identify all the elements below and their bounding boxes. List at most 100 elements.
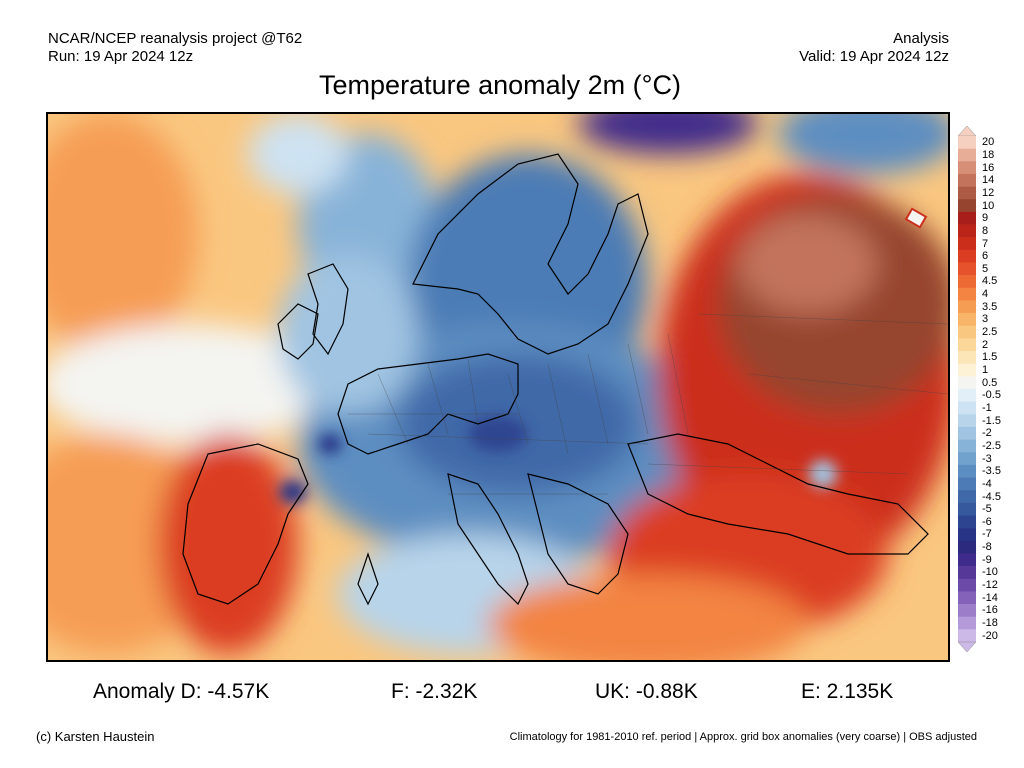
colorbar-label: -16 bbox=[982, 604, 998, 617]
colorbar-label: 2.5 bbox=[982, 326, 998, 339]
colorbar-label: 14 bbox=[982, 174, 995, 187]
colorbar-label: 1.5 bbox=[982, 351, 998, 364]
colorbar-swatch bbox=[958, 211, 976, 225]
colorbar-label: 6 bbox=[982, 250, 989, 263]
anomaly-france: F: -2.32K bbox=[391, 680, 478, 703]
colorbar-label: 3.5 bbox=[982, 300, 998, 313]
colorbar-label: -3.5 bbox=[982, 465, 1001, 478]
colorbar-swatch bbox=[958, 490, 976, 504]
colorbar: 20 18 16 14 12 10 9 8 7 6 5 4.5 4 3.5 3 2.5 2 1.5 1 0.5 -0.5… bbox=[958, 126, 1024, 652]
colorbar-swatch bbox=[958, 199, 976, 213]
anomaly-germany: Anomaly D: -4.57K bbox=[93, 680, 270, 703]
colorbar-label: 10 bbox=[982, 199, 995, 212]
colorbar-swatch bbox=[958, 426, 976, 440]
colorbar-swatch bbox=[958, 604, 976, 617]
colorbar-swatch bbox=[958, 313, 976, 327]
colorbar-label: 8 bbox=[982, 224, 989, 237]
colorbar-label: -4.5 bbox=[982, 490, 1001, 503]
colorbar-label: -5 bbox=[982, 503, 992, 516]
anomaly-summary: Anomaly D: -4.57K F: -2.32K UK: -0.88K E… bbox=[0, 680, 1024, 708]
colorbar-swatch bbox=[958, 452, 976, 466]
colorbar-swatch bbox=[958, 275, 976, 289]
border-lines bbox=[348, 313, 948, 495]
france-cold-spot bbox=[318, 434, 342, 454]
colorbar-label: -20 bbox=[982, 629, 998, 642]
colorbar-swatch bbox=[958, 237, 976, 251]
anomaly-spain: E: 2.135K bbox=[801, 680, 894, 703]
colorbar-swatch bbox=[958, 578, 976, 592]
colorbar-label: -4 bbox=[982, 477, 992, 490]
colorbar-swatch bbox=[958, 300, 976, 314]
mediterranean-orange bbox=[488, 574, 808, 660]
colorbar-label: -12 bbox=[982, 579, 998, 592]
alps-cold-spot bbox=[468, 416, 528, 452]
colorbar-label: -2 bbox=[982, 427, 992, 440]
valid-label: Valid: 19 Apr 2024 12z bbox=[799, 48, 949, 65]
colorbar-label: 4 bbox=[982, 288, 989, 301]
colorbar-label: -0.5 bbox=[982, 389, 1001, 402]
northeast-cold bbox=[778, 114, 948, 174]
colorbar-swatch bbox=[958, 591, 976, 605]
run-info: NCAR/NCEP reanalysis project @T62 Run: 1… bbox=[48, 30, 302, 66]
colorbar-bottom-arrow bbox=[958, 641, 977, 652]
colorbar-label: 16 bbox=[982, 161, 995, 174]
colorbar-swatch bbox=[958, 439, 976, 453]
caucasus-cold-spot bbox=[809, 460, 837, 488]
colorbar-swatch bbox=[958, 363, 976, 377]
run-label: Run: 19 Apr 2024 12z bbox=[48, 48, 194, 65]
colorbar-label: -1 bbox=[982, 401, 992, 414]
map-title: Temperature anomaly 2m (°C) bbox=[319, 70, 681, 100]
colorbar-swatch bbox=[958, 477, 976, 491]
atlantic-white-band bbox=[48, 324, 338, 444]
east-light-brown bbox=[738, 214, 878, 314]
colorbar-label: 4.5 bbox=[982, 275, 998, 288]
temperature-anomaly-map bbox=[48, 114, 948, 660]
colorbar-label: 9 bbox=[982, 212, 989, 225]
colorbar-label: 20 bbox=[982, 136, 995, 149]
colorbar-swatch bbox=[958, 540, 976, 554]
colorbar-label: 2 bbox=[982, 338, 989, 351]
colorbar-swatch bbox=[958, 186, 976, 200]
colorbar-swatch bbox=[958, 249, 976, 263]
coastline-outline bbox=[182, 153, 929, 606]
colorbar-label: -18 bbox=[982, 617, 998, 630]
colorbar-swatch bbox=[958, 502, 976, 516]
colorbar-swatch bbox=[958, 616, 976, 630]
colorbar-swatch bbox=[958, 173, 976, 187]
colorbar-swatch bbox=[958, 566, 976, 580]
source-label: NCAR/NCEP reanalysis project @T62 bbox=[48, 30, 303, 47]
colorbar-swatch bbox=[958, 629, 976, 643]
colorbar-label: -3 bbox=[982, 452, 992, 465]
colorbar-label: 7 bbox=[982, 237, 989, 250]
climatology-note: Climatology for 1981-2010 ref. period | … bbox=[509, 731, 977, 743]
colorbar-swatch bbox=[958, 262, 976, 276]
colorbar-swatch bbox=[958, 161, 976, 175]
colorbar-swatch bbox=[958, 389, 976, 402]
colorbar-swatch bbox=[958, 351, 976, 364]
colorbar-label: 5 bbox=[982, 262, 989, 275]
colorbar-label: -14 bbox=[982, 591, 998, 604]
colorbar-label: -2.5 bbox=[982, 439, 1001, 452]
colorbar-label: 0.5 bbox=[982, 376, 998, 389]
copyright: (c) Karsten Haustein bbox=[36, 729, 155, 744]
tiny-box-east bbox=[904, 207, 928, 229]
colorbar-swatches bbox=[958, 126, 977, 652]
colorbar-swatch bbox=[958, 464, 976, 478]
colorbar-label: 1 bbox=[982, 364, 989, 377]
colorbar-label: 18 bbox=[982, 148, 995, 161]
colorbar-label: -7 bbox=[982, 528, 992, 541]
iberia-warm bbox=[158, 434, 298, 654]
colorbar-swatch bbox=[958, 376, 976, 390]
colorbar-label: 12 bbox=[982, 186, 995, 199]
arctic-purple bbox=[578, 114, 758, 154]
colorbar-top-arrow bbox=[958, 126, 977, 137]
colorbar-label: -8 bbox=[982, 541, 992, 554]
colorbar-swatch bbox=[958, 528, 976, 542]
greenland-sea-light bbox=[248, 114, 348, 194]
colorbar-swatch bbox=[958, 224, 976, 238]
colorbar-swatch bbox=[958, 136, 976, 149]
map-frame bbox=[46, 112, 950, 662]
colorbar-swatch bbox=[958, 515, 976, 529]
colorbar-label: -9 bbox=[982, 553, 992, 566]
valid-info: Analysis Valid: 19 Apr 2024 12z bbox=[799, 30, 949, 66]
